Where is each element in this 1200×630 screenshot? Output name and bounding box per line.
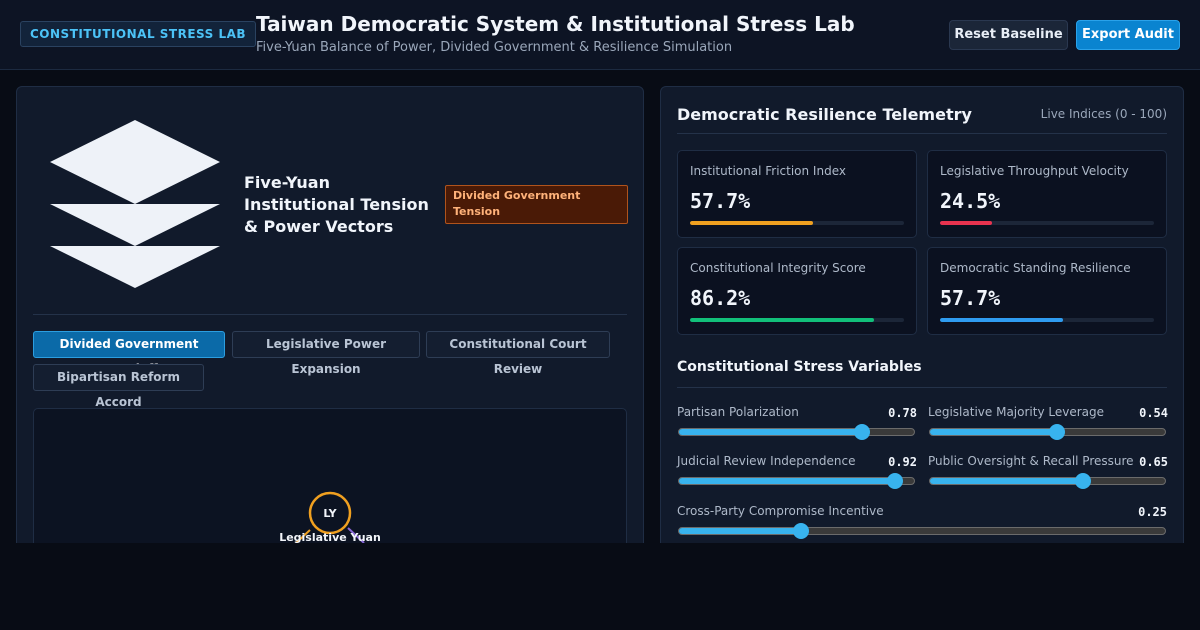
slider-value: 0.92 [888, 455, 917, 469]
app-header: CONSTITUTIONAL STRESS LAB Taiwan Democra… [0, 0, 1200, 70]
telemetry-panel: Democratic Resilience Telemetry Live Ind… [660, 86, 1184, 556]
page-title: Taiwan Democratic System & Institutional… [256, 12, 855, 36]
node-label: Legislative Yuan [279, 531, 381, 544]
divider [677, 133, 1167, 134]
metric-bar [940, 318, 1154, 322]
divider [677, 387, 1167, 388]
slider-thumb[interactable] [1048, 424, 1065, 440]
slider-fill [679, 478, 896, 484]
slider-track[interactable] [929, 473, 1166, 489]
metric-value: 86.2% [690, 286, 751, 310]
edge-ly-left [295, 529, 311, 544]
slider-track[interactable] [678, 424, 915, 440]
reset-baseline-button[interactable]: Reset Baseline [949, 20, 1068, 50]
metric-value: 57.7% [690, 189, 751, 213]
edge-ly-right [347, 527, 365, 544]
slider-label: Legislative Majority Leverage [928, 405, 1104, 419]
metric-value: 57.7% [940, 286, 1001, 310]
vectors-title: Five-Yuan Institutional Tension & Power … [244, 173, 429, 236]
slider-thumb[interactable] [854, 424, 871, 440]
slider-partisan-polarization: Partisan Polarization 0.78 [677, 405, 917, 441]
node-abbrev: LY [323, 507, 337, 520]
metric-label: Institutional Friction Index [690, 164, 846, 178]
slider-track[interactable] [929, 424, 1166, 440]
metric-label: Constitutional Integrity Score [690, 261, 866, 275]
tension-status-badge: Divided Government Tension [445, 185, 628, 224]
tab-legislative-power-expansion[interactable]: Legislative Power Expansion [232, 331, 420, 376]
slider-legislative-majority-leverage: Legislative Majority Leverage 0.54 [928, 405, 1168, 441]
telemetry-range: Live Indices (0 - 100) [1040, 107, 1167, 121]
slider-thumb[interactable] [1074, 473, 1091, 489]
metric-card: Legislative Throughput Velocity 24.5% [927, 150, 1167, 238]
metric-bar-fill [940, 318, 1064, 322]
slider-fill [930, 429, 1057, 435]
slider-value: 0.65 [1139, 455, 1168, 469]
slider-thumb[interactable] [887, 473, 904, 489]
slider-thumb[interactable] [792, 523, 809, 539]
slider-fill [679, 429, 863, 435]
metric-label: Democratic Standing Resilience [940, 261, 1131, 275]
graph-canvas [295, 491, 365, 544]
slider-public-oversight-recall-pressure: Public Oversight & Recall Pressure 0.65 [928, 454, 1168, 490]
slider-value: 0.54 [1139, 406, 1168, 420]
stress-variables-title: Constitutional Stress Variables [677, 359, 922, 375]
telemetry-title: Democratic Resilience Telemetry [677, 105, 972, 124]
layered-stack-icon [50, 120, 220, 288]
power-vector-graph[interactable]: LY Legislative Yuan [33, 408, 627, 555]
metric-bar-fill [690, 318, 875, 322]
metric-bar [690, 221, 904, 225]
metric-card: Democratic Standing Resilience 57.7% [927, 247, 1167, 335]
metric-value: 24.5% [940, 189, 1001, 213]
legislative-yuan-node [308, 491, 352, 535]
metric-bar [940, 221, 1154, 225]
page-subtitle: Five-Yuan Balance of Power, Divided Gove… [256, 40, 733, 55]
metric-bar [690, 318, 904, 322]
tab-bipartisan-reform-accord[interactable]: Bipartisan Reform Accord [33, 364, 204, 409]
lab-badge: CONSTITUTIONAL STRESS LAB [20, 21, 257, 47]
slider-track[interactable] [678, 473, 915, 489]
slider-value: 0.25 [1138, 505, 1167, 519]
divider [33, 314, 627, 315]
slider-judicial-review-independence: Judicial Review Independence 0.92 [677, 454, 917, 490]
page-background [0, 543, 1200, 630]
metric-label: Legislative Throughput Velocity [940, 164, 1129, 178]
metric-card: Constitutional Integrity Score 86.2% [677, 247, 917, 335]
slider-label: Partisan Polarization [677, 405, 799, 419]
metric-bar-fill [690, 221, 814, 225]
slider-fill [930, 478, 1083, 484]
metric-card: Institutional Friction Index 57.7% [677, 150, 917, 238]
tab-constitutional-court-review[interactable]: Constitutional Court Review [426, 331, 610, 376]
export-audit-button[interactable]: Export Audit [1076, 20, 1180, 50]
tab-divided-government-standoff[interactable]: Divided Government Standoff [33, 331, 225, 376]
slider-cross-party-compromise-incentive: Cross-Party Compromise Incentive 0.25 [677, 504, 1167, 540]
slider-track[interactable] [678, 523, 1166, 539]
slider-label: Cross-Party Compromise Incentive [677, 504, 884, 518]
slider-fill [679, 528, 801, 534]
slider-label: Public Oversight & Recall Pressure [928, 454, 1134, 468]
metric-bar-fill [940, 221, 993, 225]
slider-value: 0.78 [888, 406, 917, 420]
institutional-vectors-panel: Five-Yuan Institutional Tension & Power … [16, 86, 644, 556]
slider-label: Judicial Review Independence [677, 454, 856, 468]
